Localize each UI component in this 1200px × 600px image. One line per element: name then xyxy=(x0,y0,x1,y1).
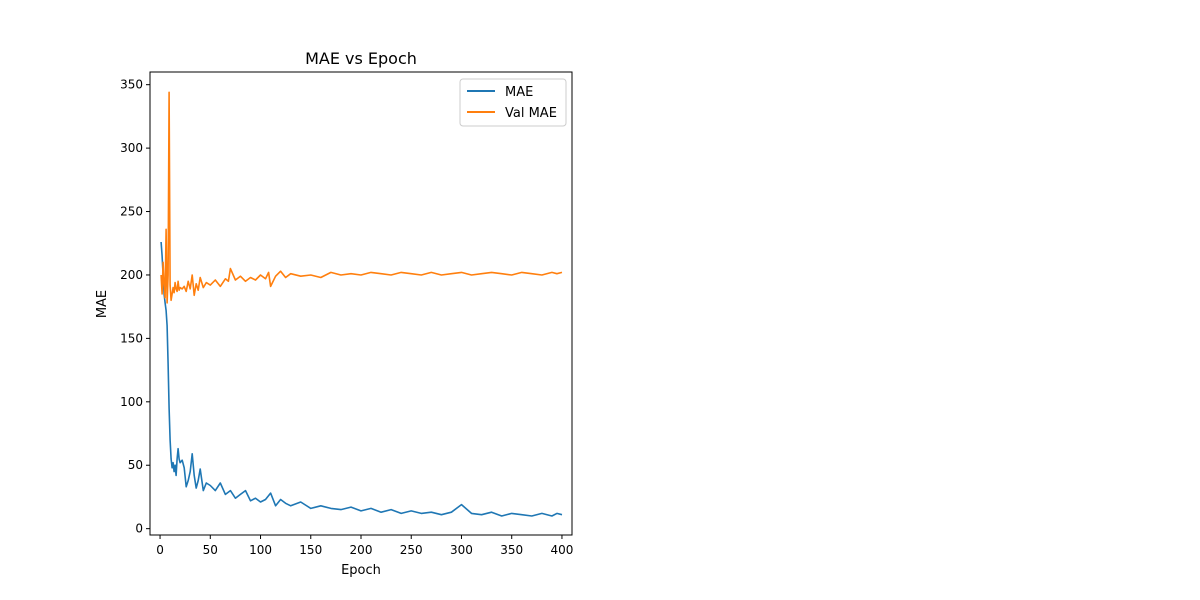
x-axis-label: Epoch xyxy=(341,563,381,578)
y-tick-label: 100 xyxy=(120,395,143,409)
series-lines xyxy=(160,91,563,517)
x-tick-label: 0 xyxy=(156,543,164,557)
x-tick-label: 250 xyxy=(400,543,423,557)
y-tick-label: 0 xyxy=(135,522,143,536)
y-tick-label: 150 xyxy=(120,331,143,345)
y-tick-label: 300 xyxy=(120,141,143,155)
chart-title: MAE vs Epoch xyxy=(305,49,417,68)
y-tick-label: 350 xyxy=(120,78,143,92)
x-tick-label: 300 xyxy=(450,543,473,557)
y-axis-label: MAE xyxy=(95,290,110,318)
axis-ticks: 0 50 100 150 200 250 300 350 400 0 50 100 150 200 250 3… xyxy=(120,78,573,557)
series-line-mae xyxy=(160,241,563,517)
legend-label-val-mae: Val MAE xyxy=(505,106,557,121)
x-tick-label: 400 xyxy=(550,543,573,557)
x-tick-label: 50 xyxy=(203,543,218,557)
x-tick-label: 200 xyxy=(350,543,373,557)
series-line-val-mae xyxy=(160,91,563,304)
y-tick-label: 250 xyxy=(120,205,143,219)
x-tick-label: 350 xyxy=(500,543,523,557)
legend-label-mae: MAE xyxy=(505,85,533,100)
x-tick-label: 150 xyxy=(299,543,322,557)
y-tick-label: 200 xyxy=(120,268,143,282)
legend: MAE Val MAE xyxy=(459,78,567,127)
x-tick-label: 100 xyxy=(249,543,272,557)
y-tick-label: 50 xyxy=(128,458,143,472)
